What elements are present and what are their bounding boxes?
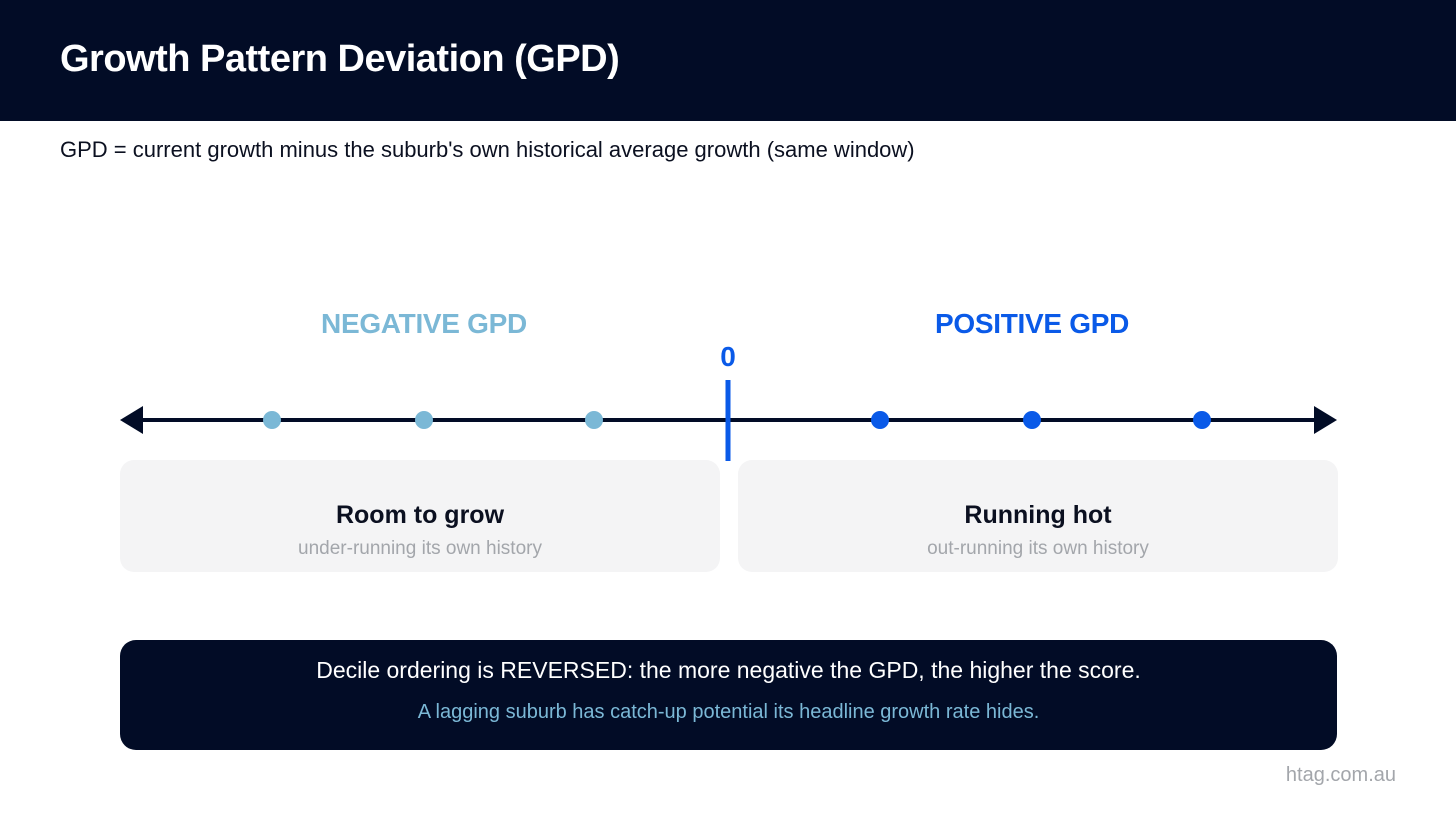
- footer-source: htag.com.au: [1285, 764, 1396, 786]
- header-bar: Growth Pattern Deviation (GPD): [0, 0, 1456, 121]
- positive-gpd-dot: [871, 411, 889, 429]
- positive-dots: [871, 411, 1211, 429]
- positive-gpd-label: POSITIVE GPD: [935, 308, 1129, 339]
- card-title: Running hot: [964, 501, 1112, 529]
- definition-text: GPD = current growth minus the suburb's …: [60, 137, 915, 162]
- right-arrow-icon: [1314, 406, 1337, 434]
- negative-gpd-dot: [415, 411, 433, 429]
- callout-main-text: Decile ordering is REVERSED: the more ne…: [316, 657, 1141, 683]
- negative-gpd-dot: [263, 411, 281, 429]
- card-title: Room to grow: [335, 501, 505, 529]
- callout-box: Decile ordering is REVERSED: the more ne…: [120, 640, 1337, 750]
- zero-label: 0: [720, 341, 736, 372]
- callout-sub-text: A lagging suburb has catch-up potential …: [417, 701, 1040, 723]
- negative-gpd-dot: [585, 411, 603, 429]
- page-title: Growth Pattern Deviation (GPD): [60, 38, 620, 80]
- negative-gpd-label: NEGATIVE GPD: [321, 308, 527, 339]
- room-to-grow-card: Room to grow under-running its own histo…: [120, 460, 720, 572]
- positive-gpd-dot: [1193, 411, 1211, 429]
- left-arrow-icon: [120, 406, 143, 434]
- positive-gpd-dot: [1023, 411, 1041, 429]
- running-hot-card: Running hot out-running its own history: [738, 460, 1338, 572]
- card-subtitle: out-running its own history: [927, 538, 1149, 559]
- negative-dots: [263, 411, 603, 429]
- card-subtitle: under-running its own history: [298, 538, 542, 559]
